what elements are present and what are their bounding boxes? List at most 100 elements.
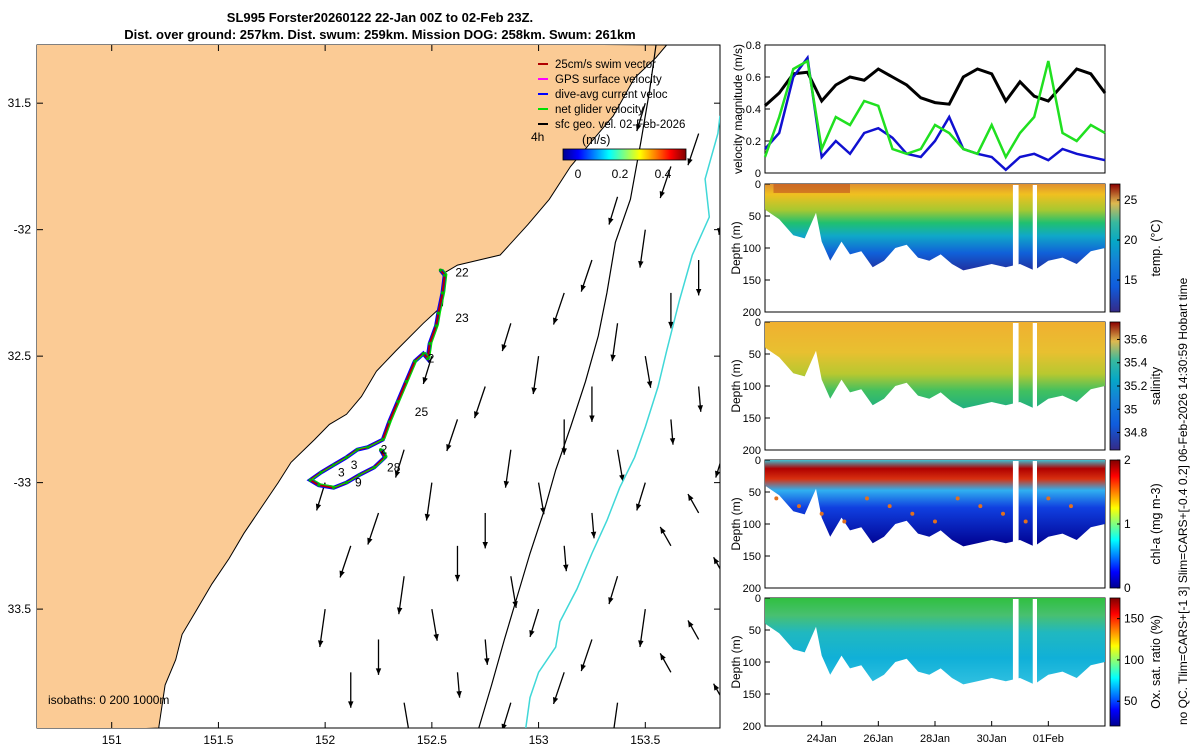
vmag-series-line	[764, 54, 1106, 172]
section-panel: 0 50 100 150 200 Depth (m) 0 1 2 chl-a (mg m-3)	[729, 453, 1163, 595]
section-ylabel: Depth (m)	[729, 635, 743, 688]
colorbar-tick-label: 50	[1124, 694, 1138, 708]
legend-label-geo: sfc geo. vel. 02-Feb-2026	[555, 119, 685, 131]
map-colorbar-tick-1: 0.2	[612, 167, 629, 181]
section-ytick-label: 0	[755, 317, 761, 329]
vmag-ytick-label: 0.2	[746, 136, 761, 148]
data-gap	[1032, 461, 1037, 587]
velocity-arrowhead	[433, 633, 439, 641]
track-point	[381, 438, 385, 442]
time-xtick-label: 28Jan	[920, 733, 950, 745]
velocity-vector-field	[315, 102, 720, 741]
legend-label-swim: 25cm/s swim vector	[555, 59, 656, 71]
track-point	[421, 352, 425, 356]
track-point	[396, 400, 400, 404]
velocity-arrowhead	[669, 438, 676, 445]
track-point	[379, 448, 383, 452]
section-ytick-label: 200	[743, 445, 761, 457]
velocity-arrowhead	[484, 658, 490, 665]
track-point	[332, 486, 336, 490]
vmag-ytick-label: 0.8	[746, 40, 761, 52]
track-point	[344, 481, 349, 485]
isobath-200m	[478, 45, 657, 728]
velocity-magnitude-panel: 0 0.2 0.4 0.6 0.8 velocity magnitude (m/s)	[731, 40, 1107, 180]
colorbar-tick-label: 35	[1124, 402, 1138, 416]
velocity-arrow	[613, 702, 619, 728]
track-point	[443, 273, 447, 277]
day-label: 9	[355, 476, 362, 490]
map-ytick-label: 33.5	[8, 602, 32, 616]
colorbar-tick-label: 150	[1124, 612, 1144, 626]
chl-sample-dot	[842, 519, 847, 524]
velocity-arrowhead	[454, 574, 461, 582]
chl-sample-dot	[774, 496, 779, 501]
map-ytick-label: 31.5	[8, 96, 32, 110]
section-ytick-label: 200	[743, 721, 761, 733]
legend-label-dive-avg: dive-avg current veloc	[555, 89, 668, 101]
data-gap	[1032, 599, 1037, 725]
section-field	[765, 322, 1105, 409]
track-point	[355, 448, 359, 452]
map-ytick-label: 32.5	[8, 349, 32, 363]
velocity-arrowhead	[474, 411, 480, 419]
velocity-arrowhead	[660, 653, 666, 661]
track-point	[317, 483, 321, 487]
day-label: 3	[338, 466, 345, 480]
map-colorbar-tick-2: 0.4	[655, 167, 672, 181]
track-point	[438, 268, 442, 272]
track-point	[428, 341, 432, 346]
day-label: 25	[415, 405, 429, 419]
chl-sample-dot	[1023, 519, 1028, 524]
section-ytick-label: 0	[755, 593, 761, 605]
day-label: 23	[455, 311, 469, 325]
velocity-arrowhead	[660, 526, 666, 534]
map-xtick-label: 153	[529, 733, 549, 747]
isobath-note: isobaths: 0 200 1000m	[48, 693, 169, 707]
velocity-arrowhead	[713, 683, 720, 691]
colorbar-label: chl-a (mg m-3)	[1149, 483, 1163, 564]
track-point	[413, 359, 417, 363]
velocity-arrowhead	[668, 321, 674, 329]
colorbar-label: temp. (°C)	[1149, 219, 1163, 276]
map-colorbar	[562, 148, 687, 161]
vmag-axis-ticks: 0 0.2 0.4 0.6 0.8	[746, 40, 770, 180]
time-xtick-label: 26Jan	[863, 733, 893, 745]
track-point	[425, 357, 430, 361]
section-ylabel: Depth (m)	[729, 359, 743, 412]
section-ytick-label: 50	[749, 487, 761, 499]
velocity-arrowhead	[339, 570, 345, 578]
velocity-arrowhead	[608, 217, 614, 225]
section-field	[765, 460, 1105, 547]
legend-label-net: net glider velocity	[555, 104, 644, 116]
colorbar-tick-label: 25	[1124, 193, 1138, 207]
time-xtick-label: 01Feb	[1033, 733, 1064, 745]
track-point	[434, 324, 438, 328]
map-xtick-label: 151.5	[203, 733, 233, 747]
track-point	[372, 465, 376, 470]
section-field	[765, 598, 1105, 685]
section-ytick-label: 100	[743, 243, 761, 255]
velocity-arrowhead	[446, 444, 452, 452]
data-gap	[1012, 461, 1019, 587]
day-label: 3	[351, 458, 358, 472]
data-gap	[1012, 185, 1019, 311]
velocity-arrowhead	[610, 734, 615, 741]
chl-sample-dot	[797, 504, 801, 509]
section-ytick-label: 150	[743, 275, 761, 287]
map-legend: 25cm/s swim vector GPS surface velocity …	[538, 59, 685, 131]
track-point	[308, 478, 312, 482]
map-xtick-label: 151	[102, 733, 122, 747]
velocity-arrowhead	[659, 191, 665, 199]
day-label: 22	[455, 266, 469, 280]
velocity-arrowhead	[501, 723, 507, 728]
velocity-arrowhead	[367, 537, 373, 545]
track-point	[404, 379, 408, 384]
time-xtick-label: 24Jan	[807, 733, 837, 745]
section-ytick-label: 100	[743, 381, 761, 393]
chl-sample-dot	[978, 504, 983, 509]
chl-sample-dot	[1046, 496, 1051, 501]
vmag-series-line	[763, 59, 1106, 160]
velocity-arrow	[403, 702, 410, 728]
